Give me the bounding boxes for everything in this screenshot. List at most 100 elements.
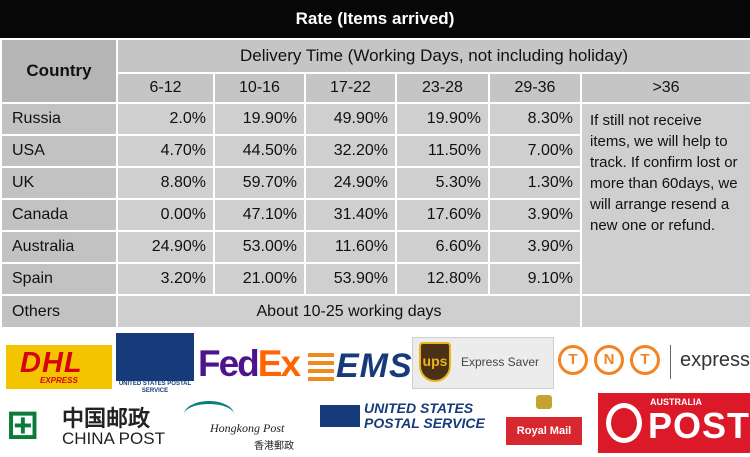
rate-cell: 32.20%	[304, 134, 397, 168]
rate-cell: 31.40%	[304, 198, 397, 232]
table-row: Others About 10-25 working days	[0, 294, 750, 329]
china-post-cn: 中国邮政	[62, 407, 151, 432]
rate-table: Country Delivery Time (Working Days, not…	[0, 38, 750, 329]
rate-cell: 59.70%	[213, 166, 306, 200]
usps-line1: UNITED STATES	[364, 400, 474, 416]
rate-cell: 9.10%	[488, 262, 582, 296]
table-row: Russia 2.0% 19.90% 49.90% 19.90% 8.30% I…	[0, 102, 750, 296]
australia-post-logo: AUSTRALIA POST	[598, 393, 750, 453]
tnt-letter: T	[558, 345, 588, 375]
rate-cell: 12.80%	[395, 262, 490, 296]
ems-text: EMS	[336, 347, 413, 385]
tnt-logo: T N T express	[558, 341, 750, 387]
china-post-mark-icon: ⊞	[6, 403, 40, 447]
ems-logo: EMS	[308, 347, 413, 387]
royal-mail-logo: Royal Mail	[506, 395, 582, 455]
range-header: 10-16	[213, 72, 306, 104]
rate-cell: 8.30%	[488, 102, 582, 136]
country-cell: Russia	[0, 102, 118, 136]
rate-cell: 3.90%	[488, 230, 582, 264]
others-value: About 10-25 working days	[116, 294, 582, 329]
swoosh-icon	[184, 401, 234, 428]
rate-cell: 8.80%	[116, 166, 215, 200]
hongkong-post-en: Hongkong Post	[210, 421, 285, 435]
rate-cell: 49.90%	[304, 102, 397, 136]
tnt-letter: N	[594, 345, 624, 375]
fedex-fe: Fed	[198, 343, 260, 384]
rate-cell: 7.00%	[488, 134, 582, 168]
china-post-logo: ⊞ 中国邮政 CHINA POST	[6, 399, 176, 455]
country-header: Country	[0, 38, 118, 104]
country-cell: Australia	[0, 230, 118, 264]
rate-cell: 53.90%	[304, 262, 397, 296]
rate-cell: 5.30%	[395, 166, 490, 200]
rate-cell: 6.60%	[395, 230, 490, 264]
dhl-logo: DHL EXPRESS	[6, 345, 112, 389]
ups-express-saver: Express Saver	[461, 355, 540, 369]
ups-shield-icon: ups	[419, 342, 451, 382]
country-cell: Canada	[0, 198, 118, 232]
fedex-logo: FedEx	[198, 343, 308, 389]
rate-cell: 11.60%	[304, 230, 397, 264]
delivery-time-header: Delivery Time (Working Days, not includi…	[115, 38, 750, 74]
usps-logo-small: UNITED STATES POSTAL SERVICE	[116, 333, 194, 395]
country-cell: USA	[0, 134, 118, 168]
rate-cell: 24.90%	[116, 230, 215, 264]
dhl-logo-subtext: EXPRESS	[40, 376, 78, 385]
rate-cell: 0.00%	[116, 198, 215, 232]
eagle-icon	[116, 333, 194, 381]
table-row: UK 8.80% 59.70% 24.90% 5.30% 1.30%	[0, 166, 750, 200]
rate-cell: 4.70%	[116, 134, 215, 168]
speed-lines-icon	[308, 353, 334, 385]
table-row: Spain 3.20% 21.00% 53.90% 12.80% 9.10%	[0, 262, 750, 296]
royal-mail-text: Royal Mail	[506, 417, 582, 445]
rate-cell: 19.90%	[213, 102, 306, 136]
rate-cell: 21.00%	[213, 262, 306, 296]
rate-cell: 24.90%	[304, 166, 397, 200]
ups-logo: ups Express Saver	[412, 337, 554, 389]
range-header: 17-22	[304, 72, 397, 104]
rate-cell: 19.90%	[395, 102, 490, 136]
australia-post-p-icon	[606, 403, 642, 443]
usps-line2: POSTAL SERVICE	[364, 415, 485, 431]
rate-cell: 2.0%	[116, 102, 215, 136]
country-cell: UK	[0, 166, 118, 200]
divider	[670, 345, 671, 379]
fedex-ex: Ex	[257, 343, 301, 384]
rate-cell: 11.50%	[395, 134, 490, 168]
country-cell: Spain	[0, 262, 118, 296]
rate-cell: 3.20%	[116, 262, 215, 296]
rate-cell: 44.50%	[213, 134, 306, 168]
table-title: Rate (Items arrived)	[0, 0, 750, 38]
rate-cell: 17.60%	[395, 198, 490, 232]
australia-post-main: POST	[648, 405, 750, 446]
table-row: Australia 24.90% 53.00% 11.60% 6.60% 3.9…	[0, 230, 750, 264]
crown-icon	[536, 395, 552, 409]
usps-small-text: UNITED STATES POSTAL SERVICE	[118, 381, 192, 394]
dhl-logo-text: DHL	[20, 347, 83, 379]
tnt-letter: T	[630, 345, 660, 375]
table-row: Canada 0.00% 47.10% 31.40% 17.60% 3.90%	[0, 198, 750, 232]
rate-cell: 53.00%	[213, 230, 306, 264]
rate-cell: 47.10%	[213, 198, 306, 232]
china-post-en: CHINA POST	[62, 429, 165, 448]
over36-note: If still not receive items, we will help…	[579, 102, 750, 296]
range-header: 29-36	[488, 72, 582, 104]
country-cell: Others	[0, 294, 118, 329]
tnt-express-text: express	[680, 349, 750, 371]
rate-cell: 3.90%	[488, 198, 582, 232]
carrier-logos: DHL EXPRESS UNITED STATES POSTAL SERVICE…	[0, 333, 750, 457]
hongkong-post-logo: Hongkong Post 香港郵政	[180, 399, 306, 455]
range-header: 23-28	[395, 72, 490, 104]
rate-cell: 1.30%	[488, 166, 582, 200]
usps-large-text: UNITED STATES POSTAL SERVICE	[364, 401, 485, 431]
range-header: 6-12	[116, 72, 215, 104]
empty-cell	[579, 294, 750, 329]
range-header: >36	[579, 72, 750, 104]
hongkong-post-cn: 香港郵政	[254, 441, 294, 452]
usps-logo-large: UNITED STATES POSTAL SERVICE	[320, 401, 494, 441]
table-row: USA 4.70% 44.50% 32.20% 11.50% 7.00%	[0, 134, 750, 168]
australia-post-top: AUSTRALIA	[650, 397, 702, 407]
eagle-icon	[320, 405, 360, 427]
